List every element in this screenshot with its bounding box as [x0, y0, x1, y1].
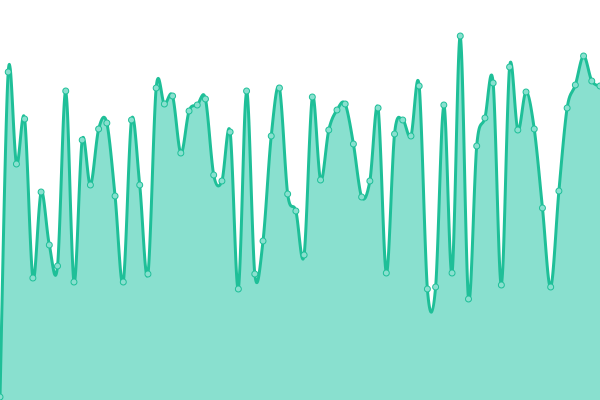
data-point-73 — [596, 82, 600, 90]
data-point-46 — [374, 104, 382, 112]
data-point-71 — [580, 52, 588, 60]
data-point-36 — [292, 207, 300, 215]
data-point-19 — [152, 84, 160, 92]
data-point-24 — [193, 101, 201, 109]
area-fill — [0, 35, 600, 400]
data-point-65 — [530, 125, 538, 133]
data-point-70 — [571, 81, 579, 89]
data-point-15 — [119, 278, 127, 286]
data-point-30 — [243, 87, 251, 95]
data-point-22 — [177, 149, 185, 157]
data-point-49 — [399, 116, 407, 124]
data-points — [0, 32, 600, 400]
data-point-20 — [160, 100, 168, 108]
data-point-12 — [95, 125, 103, 133]
data-point-42 — [341, 100, 349, 108]
data-point-61 — [497, 281, 505, 289]
data-point-38 — [308, 93, 316, 101]
data-point-1 — [4, 68, 12, 76]
data-point-62 — [506, 63, 514, 71]
data-point-5 — [37, 188, 45, 196]
data-point-13 — [103, 119, 111, 127]
data-point-40 — [325, 126, 333, 134]
data-point-41 — [333, 106, 341, 114]
data-point-3 — [21, 115, 29, 123]
data-point-64 — [522, 88, 530, 96]
data-point-32 — [259, 237, 267, 245]
data-point-37 — [300, 251, 308, 259]
data-point-58 — [473, 142, 481, 150]
data-point-6 — [45, 241, 53, 249]
data-point-34 — [275, 84, 283, 92]
data-point-16 — [128, 116, 136, 124]
data-point-66 — [538, 204, 546, 212]
data-point-9 — [70, 278, 78, 286]
data-point-14 — [111, 192, 119, 200]
data-point-0 — [0, 393, 4, 400]
data-point-35 — [284, 190, 292, 198]
data-point-33 — [267, 132, 275, 140]
data-point-53 — [432, 283, 440, 291]
data-point-68 — [555, 187, 563, 195]
data-point-39 — [317, 176, 325, 184]
data-point-69 — [563, 104, 571, 112]
data-point-29 — [234, 285, 242, 293]
data-point-54 — [440, 101, 448, 109]
data-point-57 — [464, 295, 472, 303]
data-point-8 — [62, 87, 70, 95]
data-point-60 — [489, 79, 497, 87]
data-point-56 — [456, 32, 464, 40]
data-point-51 — [415, 82, 423, 90]
data-point-28 — [226, 128, 234, 136]
data-point-48 — [391, 130, 399, 138]
data-point-50 — [407, 132, 415, 140]
data-point-63 — [514, 126, 522, 134]
data-point-44 — [358, 193, 366, 201]
data-point-4 — [29, 274, 37, 282]
data-point-17 — [136, 181, 144, 189]
data-point-31 — [251, 270, 259, 278]
data-point-18 — [144, 270, 152, 278]
data-point-27 — [218, 177, 226, 185]
data-point-26 — [210, 171, 218, 179]
data-point-55 — [448, 269, 456, 277]
data-point-23 — [185, 107, 193, 115]
data-point-2 — [12, 160, 20, 168]
data-point-7 — [54, 262, 62, 270]
data-point-43 — [349, 140, 357, 148]
data-point-59 — [481, 114, 489, 122]
data-point-10 — [78, 136, 86, 144]
data-point-47 — [382, 269, 390, 277]
data-point-45 — [366, 177, 374, 185]
data-point-11 — [86, 181, 94, 189]
data-point-72 — [588, 77, 596, 85]
data-point-67 — [547, 283, 555, 291]
data-point-21 — [169, 92, 177, 100]
data-point-25 — [201, 95, 209, 103]
data-point-52 — [423, 285, 431, 293]
